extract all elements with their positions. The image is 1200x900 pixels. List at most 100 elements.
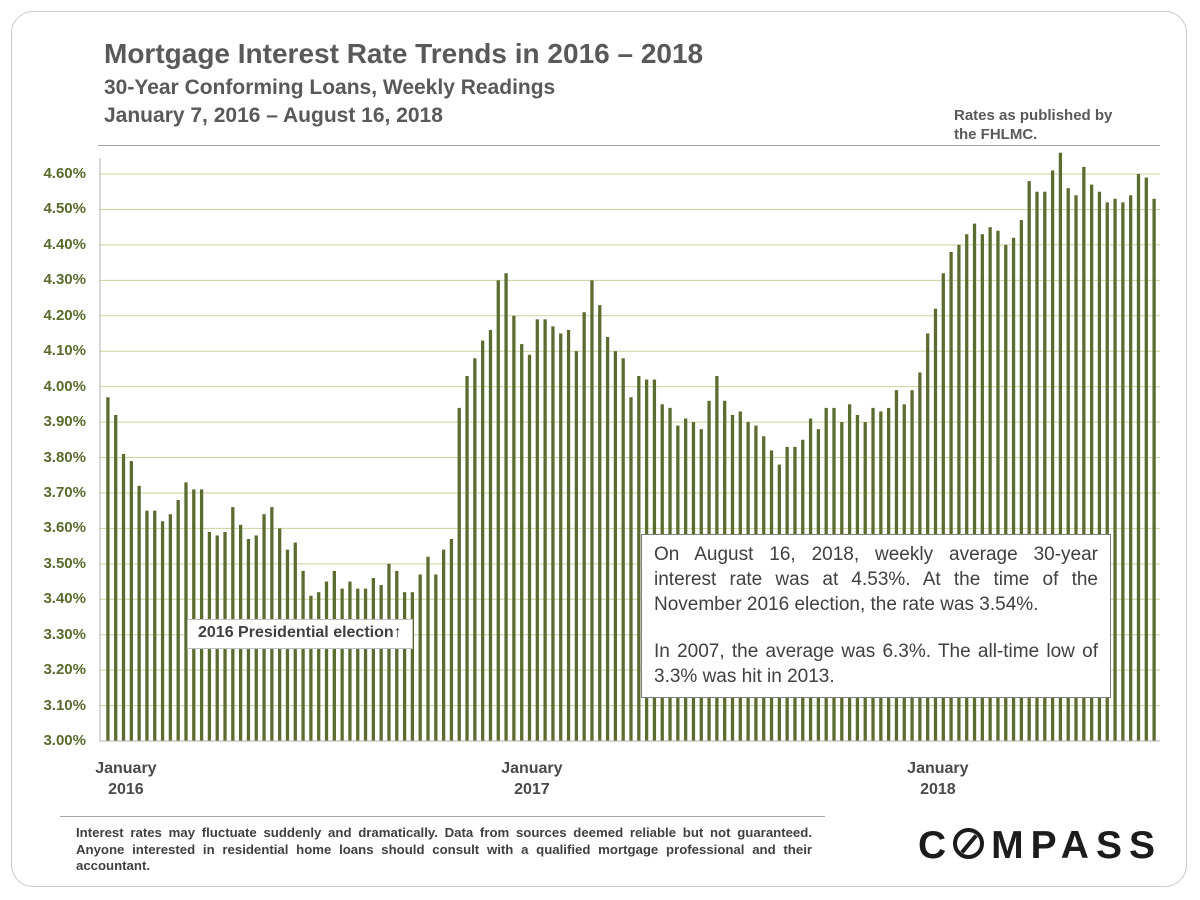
rate-bar [481, 340, 485, 741]
rate-bar [582, 312, 586, 741]
rate-bar [1152, 198, 1156, 741]
y-tick-label: 3.00% [43, 732, 86, 749]
callout-paragraph-current: On August 16, 2018, weekly average 30-ye… [654, 544, 1098, 615]
y-tick-label: 4.30% [43, 271, 86, 289]
rate-bar [1050, 170, 1055, 741]
rate-bar [410, 592, 415, 741]
rate-bar [1082, 166, 1086, 741]
rate-bar [527, 354, 532, 741]
source-note: Rates as published by the FHLMC. [954, 107, 1113, 143]
rate-bar [520, 344, 524, 741]
rate-bar [543, 319, 547, 741]
logo-letter-c: C [918, 824, 954, 867]
y-tick-label: 4.00% [43, 377, 86, 395]
compass-o-icon [953, 828, 985, 859]
rate-bar [363, 588, 368, 741]
rate-bar [590, 280, 594, 741]
rate-bar [106, 397, 110, 741]
disclaimer-text: Interest rates may fluctuate suddenly an… [76, 825, 812, 873]
y-tick-label: 3.90% [43, 413, 86, 431]
rate-bar [965, 234, 969, 742]
rate-bar [957, 244, 961, 741]
y-tick-label: 3.10% [43, 696, 86, 714]
rate-bar [449, 539, 454, 741]
y-tick-label: 3.30% [43, 625, 86, 643]
rate-bar [160, 521, 165, 741]
y-tick-label: 3.40% [43, 590, 86, 608]
rate-bar [129, 461, 133, 741]
rate-bar [457, 407, 461, 741]
rate-bar [1121, 202, 1125, 742]
rate-bar [309, 595, 313, 741]
rate-bar [551, 326, 555, 741]
chart-date-range: January 7, 2016 – August 16, 2018 [104, 104, 443, 127]
rate-bar [1144, 177, 1148, 742]
callout-paragraph-history: In 2007, the average was 6.3%. The all-t… [654, 641, 1098, 687]
rate-bar [317, 592, 321, 741]
rate-bar [1113, 198, 1117, 741]
y-tick-label: 3.60% [43, 519, 86, 537]
y-tick-label: 3.50% [43, 554, 86, 572]
rate-bar [324, 581, 329, 741]
rate-bar [949, 251, 953, 741]
election-label: 2016 Presidential election [198, 624, 394, 641]
rate-bar [559, 333, 563, 741]
y-tick-label: 4.40% [43, 235, 86, 253]
rate-bar [504, 273, 508, 741]
rate-bar [465, 375, 469, 741]
rate-bar [598, 305, 602, 741]
rate-bar [379, 585, 383, 741]
up-arrow-icon: ↑ [393, 624, 402, 641]
rate-bar [1105, 202, 1109, 742]
rate-bar [1043, 191, 1047, 742]
rate-bar [1097, 191, 1102, 742]
rate-bar [402, 592, 407, 741]
rate-bar [332, 570, 336, 741]
rate-bar [1136, 174, 1141, 741]
rate-bar [605, 337, 610, 741]
rate-bar [972, 223, 977, 742]
rate-bar [1019, 220, 1024, 741]
rate-bar [348, 581, 352, 741]
rate-bar [629, 397, 633, 741]
footer-divider [60, 816, 825, 817]
rate-bar [426, 556, 430, 741]
rate-bar [941, 273, 945, 741]
rate-bar [535, 319, 539, 741]
rate-bar [1004, 244, 1008, 741]
rate-bar [1027, 181, 1031, 742]
rate-bar [356, 588, 360, 741]
rate-bar [1035, 191, 1039, 742]
chart-title: Mortgage Interest Rate Trends in 2016 – … [104, 38, 704, 69]
x-tick-label: January 2018 [907, 760, 969, 798]
rate-bar [153, 510, 157, 741]
y-tick-label: 4.10% [43, 342, 86, 360]
rate-bar [574, 351, 578, 741]
rate-bar [371, 577, 375, 741]
rate-bar [168, 514, 172, 741]
y-tick-label: 4.20% [43, 306, 86, 324]
rate-bar [199, 489, 204, 741]
rate-bar [1090, 184, 1094, 741]
y-tick-label: 3.70% [43, 483, 86, 501]
rate-bar [441, 549, 446, 741]
rate-bar [121, 453, 126, 741]
rate-bar [184, 482, 188, 741]
logo-letters-mpass: MPASS [991, 824, 1162, 867]
rate-bar [621, 358, 625, 741]
rate-bar [1066, 188, 1070, 741]
rate-bar [488, 329, 493, 741]
rate-bar [637, 375, 641, 741]
rate-bar [933, 308, 938, 741]
y-tick-label: 4.50% [43, 200, 86, 218]
rate-bar [434, 574, 438, 741]
rate-bar [176, 500, 180, 741]
rate-bar [980, 234, 984, 742]
compass-logo: C MPASS [918, 824, 1162, 868]
rate-bar [1011, 237, 1016, 742]
rate-bar [301, 570, 305, 741]
rate-bar [988, 227, 992, 741]
rate-bar [496, 280, 500, 741]
y-tick-label: 3.80% [43, 448, 86, 466]
rate-bar [145, 510, 149, 741]
